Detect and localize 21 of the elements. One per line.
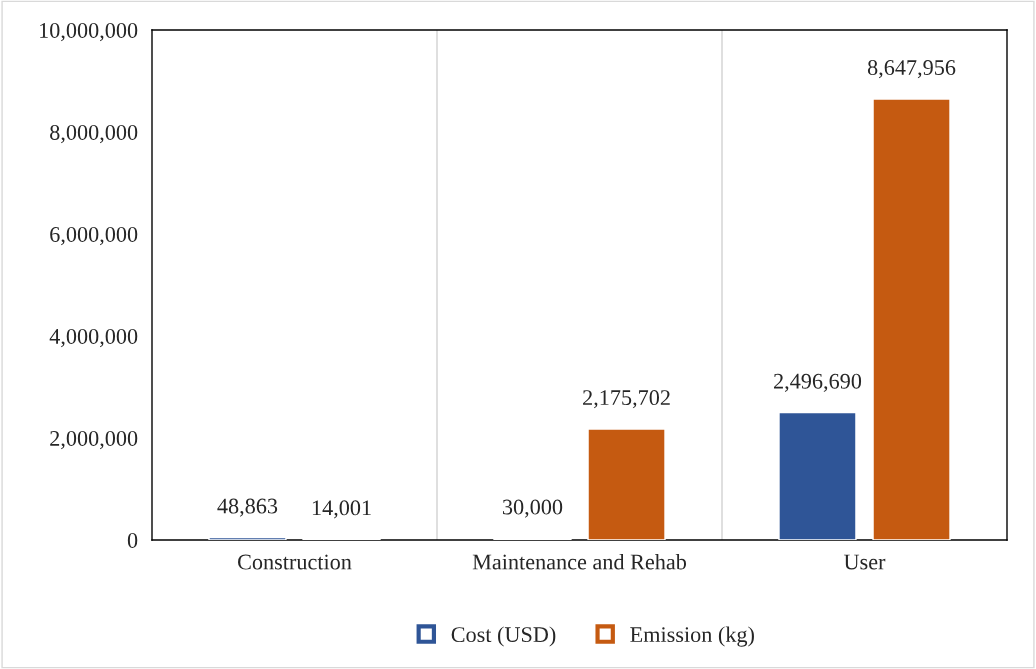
y-tick-label: 2,000,000 <box>50 430 138 450</box>
y-tick-label: 10,000,000 <box>40 22 138 42</box>
x-tick-label: User <box>843 554 886 570</box>
data-label: 8,647,956 <box>867 60 956 79</box>
legend-label: Cost (USD) <box>451 626 556 647</box>
y-tick-label: 4,000,000 <box>49 328 138 348</box>
data-label: 2,175,702 <box>583 390 670 409</box>
bar <box>208 536 287 540</box>
bar <box>778 411 857 540</box>
x-tick-label: Construction <box>238 554 352 570</box>
bar <box>587 428 666 540</box>
x-tick-label: Maintenance and Rehab <box>472 553 687 570</box>
data-label: 2,496,690 <box>774 373 862 392</box>
y-tick-label: 0 <box>127 532 138 548</box>
bar <box>872 98 951 540</box>
legend-label: Emission (kg) <box>630 626 754 647</box>
data-label: 14,001 <box>312 500 371 519</box>
y-tick-label: 8,000,000 <box>50 124 138 144</box>
data-label: 30,000 <box>502 499 563 518</box>
data-label: 48,863 <box>217 498 278 517</box>
y-tick-label: 6,000,000 <box>50 226 138 246</box>
